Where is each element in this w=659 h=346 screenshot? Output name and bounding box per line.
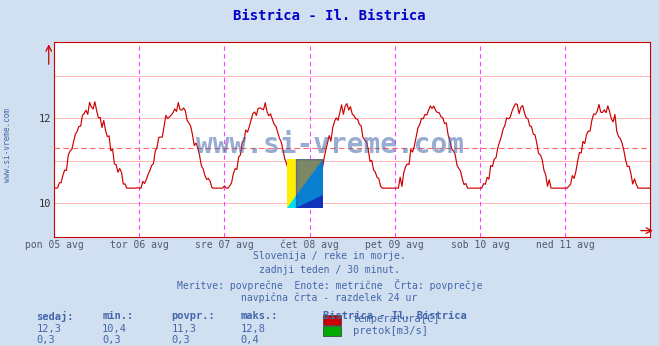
Text: Bistrica - Il. Bistrica: Bistrica - Il. Bistrica xyxy=(233,9,426,22)
Text: 0,3: 0,3 xyxy=(36,335,55,345)
Text: www.si-vreme.com: www.si-vreme.com xyxy=(196,131,463,159)
Text: maks.:: maks.: xyxy=(241,311,278,321)
Polygon shape xyxy=(287,159,323,208)
Text: 0,3: 0,3 xyxy=(171,335,190,345)
Text: 11,3: 11,3 xyxy=(171,324,196,334)
Text: navpična črta - razdelek 24 ur: navpična črta - razdelek 24 ur xyxy=(241,292,418,303)
Text: 10,4: 10,4 xyxy=(102,324,127,334)
Text: zadnji teden / 30 minut.: zadnji teden / 30 minut. xyxy=(259,265,400,275)
Text: Slovenija / reke in morje.: Slovenija / reke in morje. xyxy=(253,251,406,261)
Text: temperatura[C]: temperatura[C] xyxy=(353,315,440,324)
Text: 0,4: 0,4 xyxy=(241,335,259,345)
Text: pretok[m3/s]: pretok[m3/s] xyxy=(353,326,428,336)
Text: Meritve: povprečne  Enote: metrične  Črta: povprečje: Meritve: povprečne Enote: metrične Črta:… xyxy=(177,279,482,291)
Text: 12,8: 12,8 xyxy=(241,324,266,334)
Text: www.si-vreme.com: www.si-vreme.com xyxy=(3,108,13,182)
Text: povpr.:: povpr.: xyxy=(171,311,215,321)
Polygon shape xyxy=(296,159,323,208)
Text: 12,3: 12,3 xyxy=(36,324,61,334)
Text: 0,3: 0,3 xyxy=(102,335,121,345)
Text: sedaj:: sedaj: xyxy=(36,311,74,322)
Text: Bistrica - Il. Bistrica: Bistrica - Il. Bistrica xyxy=(323,311,467,321)
Text: min.:: min.: xyxy=(102,311,133,321)
Polygon shape xyxy=(287,159,323,208)
Polygon shape xyxy=(296,195,323,208)
